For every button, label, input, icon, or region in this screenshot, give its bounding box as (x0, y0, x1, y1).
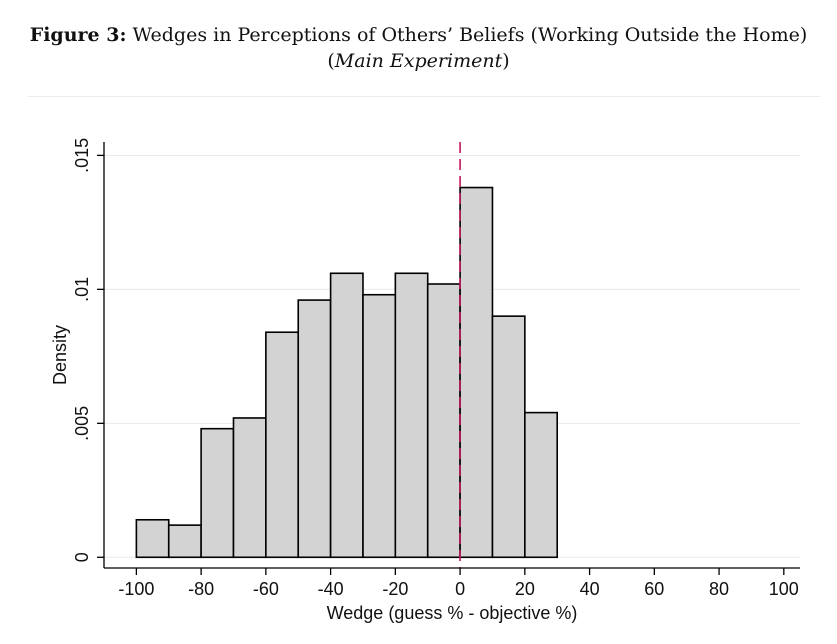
x-tick-label: -100 (118, 579, 154, 599)
y-axis-title: Density (50, 325, 70, 385)
x-tick-label: 0 (455, 579, 465, 599)
histogram-bar (426, 283, 461, 559)
x-tick-label: -60 (253, 579, 279, 599)
histogram-bar (200, 427, 235, 559)
x-axis-ticks: -100 -80 -60 -40 -20 0 20 40 60 80 100 (118, 568, 799, 599)
x-tick-label: 60 (644, 579, 664, 599)
x-tick-label: 100 (769, 579, 799, 599)
x-tick-label: -80 (188, 579, 214, 599)
figure-title-text: Wedges in Perceptions of Others’ Beliefs… (132, 24, 808, 46)
histogram-bars (135, 186, 559, 559)
title-divider (28, 96, 820, 97)
histogram-bar (167, 524, 202, 559)
subtitle-close-paren: ) (502, 50, 510, 72)
x-axis-title: Wedge (guess % - objective %) (327, 603, 578, 623)
x-tick-label: 80 (709, 579, 729, 599)
figure-subtitle: (Main Experiment) (0, 50, 837, 72)
histogram-bar (524, 411, 559, 559)
histogram-bar (459, 186, 494, 559)
histogram-bar (297, 299, 332, 559)
subtitle-open-paren: ( (327, 50, 335, 72)
histogram-bar (394, 272, 429, 559)
histogram-bar (232, 417, 267, 559)
histogram-bar (265, 331, 300, 559)
histogram-bar (135, 518, 170, 559)
y-tick-label: .015 (72, 138, 92, 173)
histogram-bar (491, 315, 526, 559)
histogram-bar (362, 293, 397, 559)
x-tick-label: 40 (580, 579, 600, 599)
y-tick-label: 0 (72, 552, 92, 562)
y-tick-label: .01 (72, 277, 92, 302)
axes (103, 142, 800, 569)
figure-label: Figure 3: (29, 24, 127, 46)
y-axis-ticks: 0 .005 .01 .015 (72, 138, 104, 562)
x-tick-label: 20 (515, 579, 535, 599)
y-tick-label: .005 (72, 406, 92, 441)
figure-title: Figure 3: Wedges in Perceptions of Other… (0, 22, 837, 48)
x-tick-label: -40 (318, 579, 344, 599)
histogram-bar (329, 272, 364, 559)
subtitle-text: Main Experiment (334, 50, 503, 72)
x-tick-label: -20 (382, 579, 408, 599)
